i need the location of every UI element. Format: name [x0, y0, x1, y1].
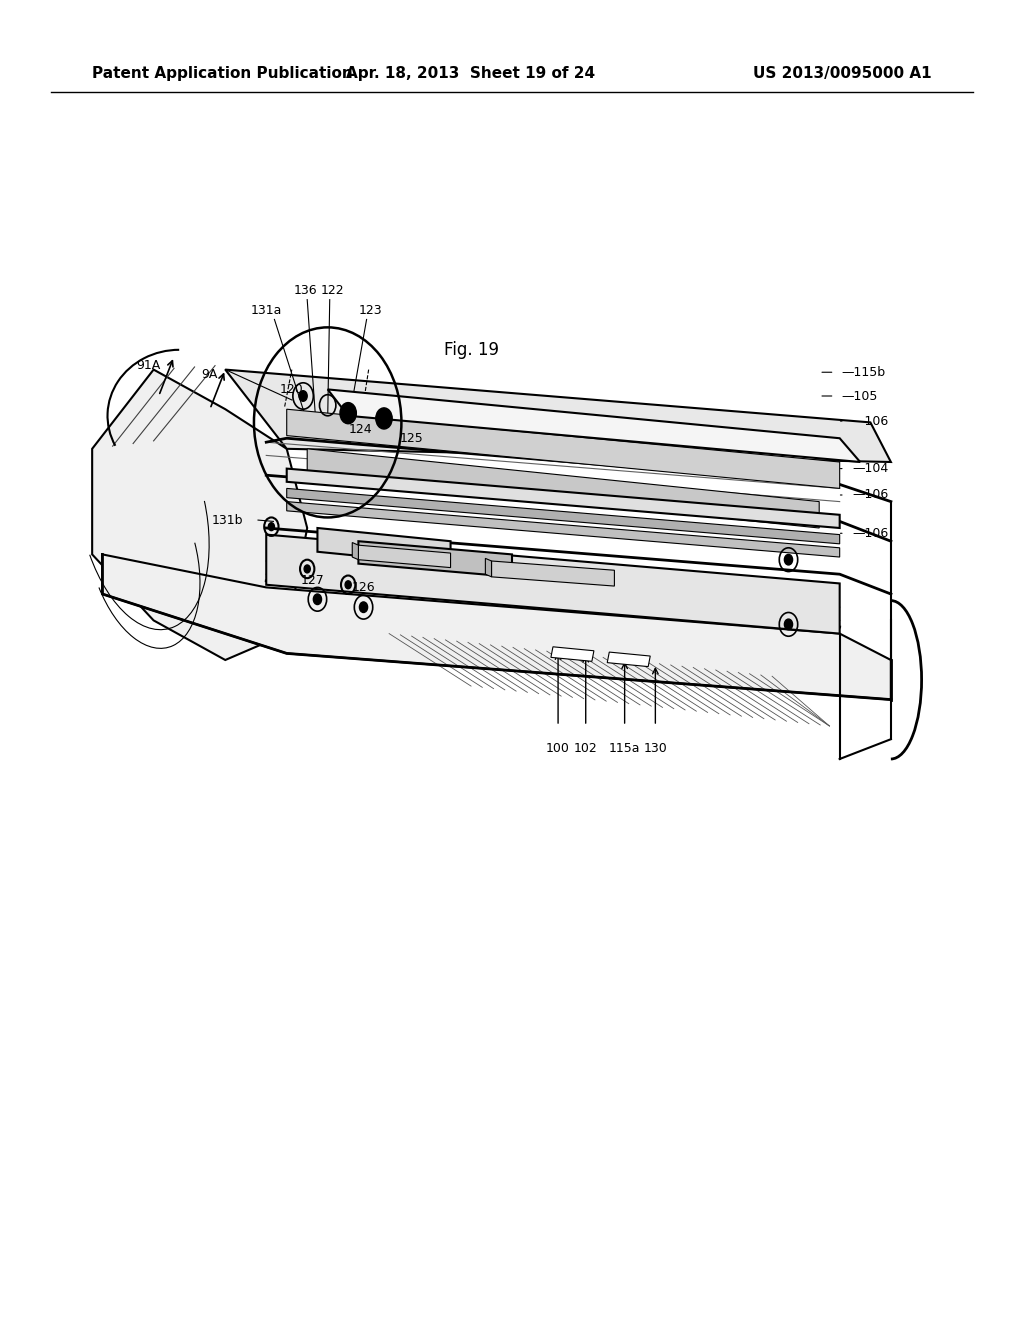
Text: 130: 130: [643, 742, 668, 755]
Polygon shape: [266, 535, 840, 634]
Text: —106: —106: [852, 414, 888, 428]
Text: —105: —105: [842, 389, 879, 403]
Text: Fig. 19: Fig. 19: [443, 341, 499, 359]
Polygon shape: [352, 543, 358, 560]
Text: 91A: 91A: [136, 359, 161, 372]
Text: 122: 122: [321, 284, 345, 297]
Text: 120: 120: [280, 383, 304, 396]
Text: Apr. 18, 2013  Sheet 19 of 24: Apr. 18, 2013 Sheet 19 of 24: [346, 66, 596, 82]
Polygon shape: [358, 541, 512, 577]
Polygon shape: [287, 502, 840, 557]
Circle shape: [345, 581, 351, 589]
Text: 100: 100: [546, 742, 570, 755]
Text: Patent Application Publication: Patent Application Publication: [92, 66, 353, 82]
Text: 131b: 131b: [211, 513, 243, 527]
Circle shape: [376, 408, 392, 429]
Text: 126: 126: [351, 581, 375, 594]
Circle shape: [313, 594, 322, 605]
Text: 124: 124: [348, 422, 373, 436]
Text: 136: 136: [293, 284, 317, 297]
Text: —106: —106: [852, 527, 888, 540]
Polygon shape: [358, 545, 451, 568]
Text: 131a: 131a: [251, 304, 282, 317]
Circle shape: [784, 619, 793, 630]
Text: 125: 125: [399, 432, 423, 445]
Text: US 2013/0095000 A1: US 2013/0095000 A1: [754, 66, 932, 82]
Polygon shape: [328, 389, 860, 462]
Circle shape: [299, 391, 307, 401]
Circle shape: [784, 554, 793, 565]
Circle shape: [340, 403, 356, 424]
Polygon shape: [551, 647, 594, 661]
Text: —115b: —115b: [842, 366, 886, 379]
Polygon shape: [317, 528, 451, 565]
Polygon shape: [102, 554, 891, 700]
Text: 9A: 9A: [202, 368, 218, 381]
Polygon shape: [287, 488, 840, 544]
Polygon shape: [92, 370, 307, 660]
Polygon shape: [225, 370, 891, 462]
Circle shape: [359, 602, 368, 612]
Polygon shape: [287, 409, 840, 488]
Polygon shape: [607, 652, 650, 667]
Polygon shape: [307, 449, 819, 528]
Polygon shape: [485, 558, 492, 577]
Circle shape: [268, 523, 274, 531]
Polygon shape: [492, 561, 614, 586]
Text: 115a: 115a: [609, 742, 640, 755]
Text: 127: 127: [300, 574, 325, 587]
Text: 102: 102: [573, 742, 598, 755]
Polygon shape: [287, 469, 840, 528]
Text: —106: —106: [852, 488, 888, 502]
Circle shape: [304, 565, 310, 573]
Text: —104: —104: [852, 462, 888, 475]
Text: 123: 123: [358, 304, 383, 317]
